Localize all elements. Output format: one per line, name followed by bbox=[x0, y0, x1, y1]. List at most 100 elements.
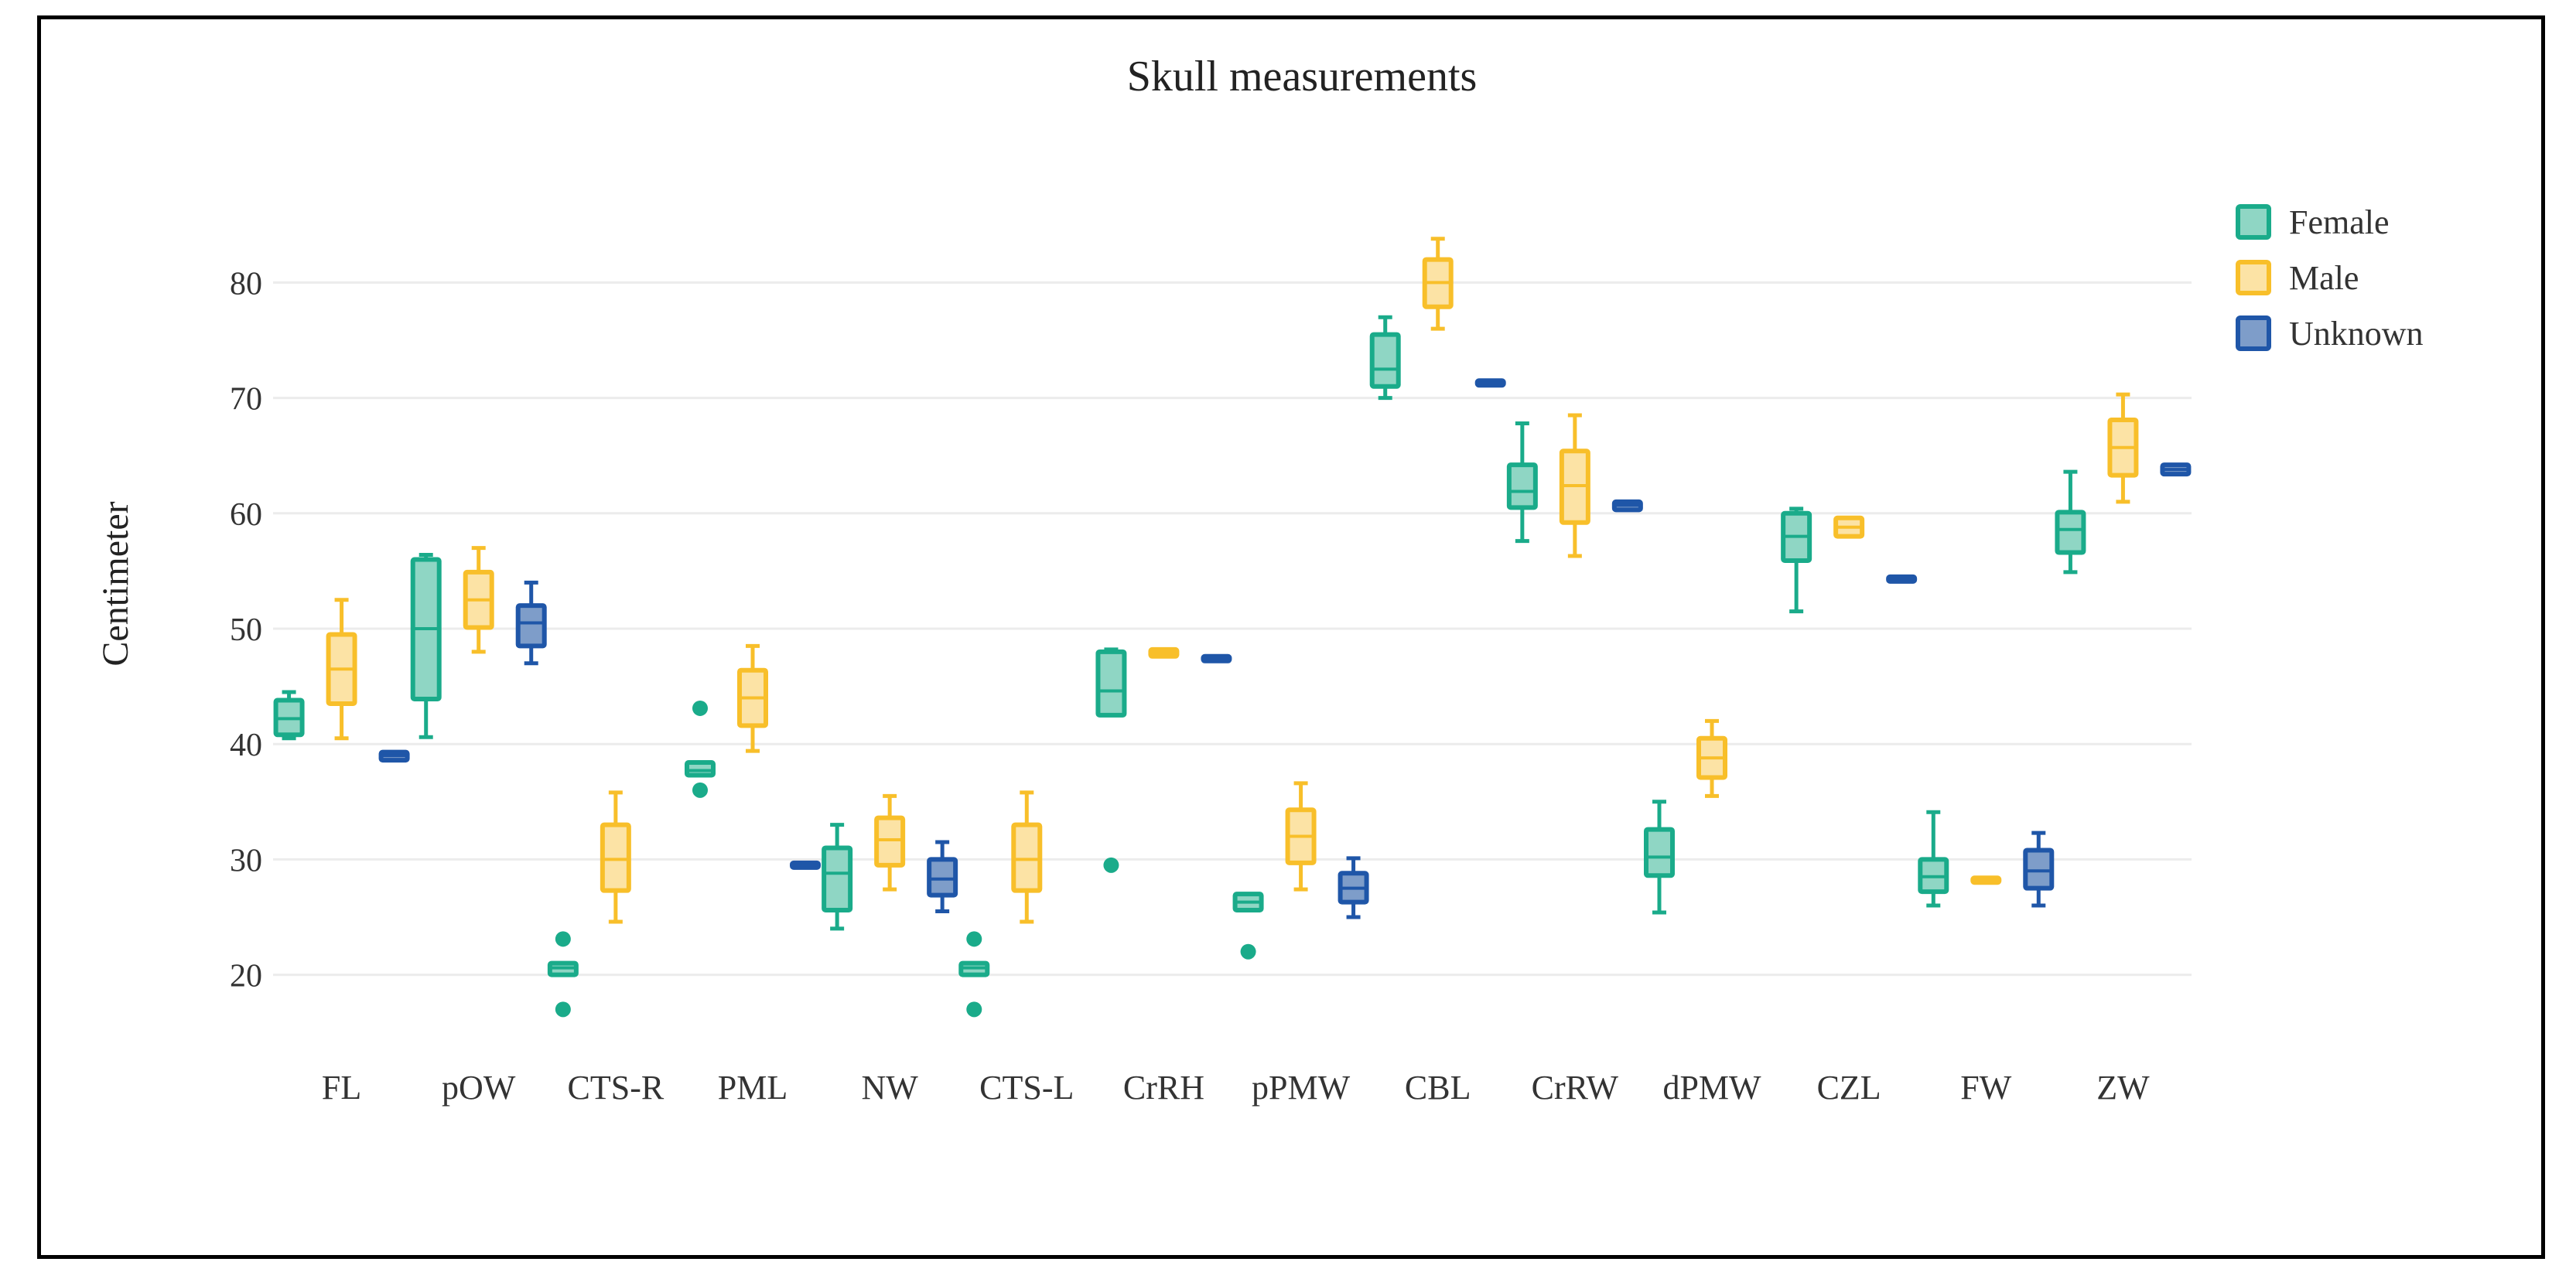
outlier-point[interactable] bbox=[555, 931, 571, 947]
outlier-point[interactable] bbox=[966, 1001, 982, 1018]
box-iqr bbox=[1369, 332, 1401, 389]
legend-item-female[interactable]: Female bbox=[2236, 203, 2390, 241]
x-tick-label: pOW bbox=[442, 1069, 516, 1107]
box-female-ZW[interactable] bbox=[2055, 469, 2086, 575]
y-tick-label: 20 bbox=[230, 959, 262, 994]
box-iqr bbox=[1011, 822, 1043, 893]
box-male-ZW[interactable] bbox=[2107, 392, 2139, 504]
box-iqr bbox=[1095, 649, 1127, 718]
box-unknown-CBL[interactable] bbox=[1474, 378, 1506, 388]
y-axis-ticks: 20 30 40 50 60 70 80 bbox=[230, 266, 262, 994]
legend-swatch bbox=[2236, 260, 2271, 295]
chart-title: Skull measurements bbox=[1127, 53, 1478, 101]
x-tick-label: FW bbox=[1960, 1069, 2011, 1107]
box-unknown-FW[interactable] bbox=[2023, 830, 2055, 908]
box-unknown-pPMW[interactable] bbox=[1338, 856, 1369, 919]
box-female-CTS-L[interactable] bbox=[958, 931, 990, 1018]
box-male-FL[interactable] bbox=[326, 598, 357, 741]
box-plot-chart: Skull measurements Centimeter 20 30 40 50 60… bbox=[95, 53, 2424, 1107]
box-iqr bbox=[2055, 510, 2086, 555]
box-female-CBL[interactable] bbox=[1369, 315, 1401, 401]
box-female-dPMW[interactable] bbox=[1644, 800, 1675, 915]
x-tick-label: CTS-L bbox=[979, 1069, 1074, 1107]
series-unknown bbox=[378, 378, 2192, 919]
box-iqr bbox=[822, 845, 853, 913]
box-female-NW[interactable] bbox=[822, 823, 853, 931]
legend[interactable]: Female Male Unknown bbox=[2236, 203, 2424, 353]
box-female-pOW[interactable] bbox=[410, 553, 442, 739]
y-axis-label: Centimeter bbox=[95, 501, 136, 666]
box-series bbox=[273, 237, 2192, 1018]
series-male bbox=[326, 237, 2139, 924]
x-tick-label: FL bbox=[322, 1069, 361, 1107]
gridlines bbox=[273, 281, 2192, 977]
outlier-point[interactable] bbox=[555, 1001, 571, 1018]
box-iqr bbox=[1506, 462, 1538, 510]
box-female-CrRH[interactable] bbox=[1095, 647, 1127, 873]
box-iqr bbox=[600, 822, 631, 893]
box-male-NW[interactable] bbox=[874, 793, 906, 892]
x-tick-label: ZW bbox=[2096, 1069, 2150, 1107]
outlier-point[interactable] bbox=[966, 931, 982, 947]
box-female-pPMW[interactable] bbox=[1232, 892, 1264, 960]
x-tick-label: CrRH bbox=[1123, 1069, 1204, 1107]
box-male-CBL[interactable] bbox=[1422, 237, 1454, 331]
box-iqr bbox=[874, 815, 906, 868]
legend-item-unknown[interactable]: Unknown bbox=[2236, 315, 2424, 353]
box-male-CTS-R[interactable] bbox=[600, 790, 631, 924]
x-tick-label: NW bbox=[861, 1069, 918, 1107]
y-tick-label: 60 bbox=[230, 497, 262, 533]
x-tick-label: CZL bbox=[1817, 1069, 1881, 1107]
series-female bbox=[273, 315, 2086, 1018]
legend-swatch bbox=[2236, 315, 2271, 351]
x-axis-ticks: FL pOW CTS-R PML NW CTS-L CrRH pPMW CBL CrRW dPMW C… bbox=[322, 1069, 2150, 1107]
box-female-CZL[interactable] bbox=[1781, 506, 1812, 614]
y-tick-label: 50 bbox=[230, 612, 262, 648]
box-male-pOW[interactable] bbox=[463, 546, 494, 654]
box-female-PML[interactable] bbox=[685, 700, 716, 798]
figure-frame: Skull measurements Centimeter 20 30 40 50 60… bbox=[37, 15, 2545, 1259]
box-male-FW[interactable] bbox=[1970, 875, 2002, 885]
x-tick-label: pPMW bbox=[1252, 1069, 1351, 1107]
box-female-FL[interactable] bbox=[273, 690, 305, 741]
box-iqr bbox=[515, 603, 547, 649]
box-female-CTS-R[interactable] bbox=[547, 931, 579, 1018]
box-unknown-NW[interactable] bbox=[927, 840, 958, 914]
outlier-point[interactable] bbox=[692, 700, 708, 716]
legend-label: Male bbox=[2289, 259, 2359, 297]
box-male-CZL[interactable] bbox=[1833, 515, 1865, 539]
box-unknown-FL[interactable] bbox=[378, 749, 410, 763]
box-unknown-pOW[interactable] bbox=[515, 580, 547, 666]
x-tick-label: CrRW bbox=[1532, 1069, 1619, 1107]
outlier-point[interactable] bbox=[1240, 943, 1256, 960]
box-unknown-ZW[interactable] bbox=[2160, 462, 2192, 477]
box-female-CrRW[interactable] bbox=[1506, 421, 1538, 544]
box-iqr bbox=[927, 857, 958, 898]
box-male-PML[interactable] bbox=[737, 643, 768, 753]
legend-item-male[interactable]: Male bbox=[2236, 259, 2359, 297]
y-tick-label: 40 bbox=[230, 728, 262, 763]
legend-swatch bbox=[2236, 204, 2271, 240]
box-iqr bbox=[1644, 827, 1675, 878]
outlier-point[interactable] bbox=[1103, 857, 1119, 873]
y-tick-label: 30 bbox=[230, 843, 262, 878]
box-unknown-CrRH[interactable] bbox=[1201, 653, 1232, 663]
box-unknown-CZL[interactable] bbox=[1886, 574, 1918, 584]
outlier-point[interactable] bbox=[692, 782, 708, 798]
y-tick-label: 80 bbox=[230, 266, 262, 302]
box-iqr bbox=[685, 760, 716, 778]
x-tick-label: CTS-R bbox=[568, 1069, 664, 1107]
legend-label: Unknown bbox=[2289, 315, 2424, 353]
box-male-CTS-L[interactable] bbox=[1011, 790, 1043, 924]
box-male-CrRH[interactable] bbox=[1148, 646, 1180, 659]
y-tick-label: 70 bbox=[230, 382, 262, 418]
box-male-pPMW[interactable] bbox=[1285, 781, 1317, 892]
box-male-CrRW[interactable] bbox=[1559, 413, 1590, 558]
box-male-dPMW[interactable] bbox=[1696, 718, 1727, 798]
x-tick-label: dPMW bbox=[1662, 1069, 1761, 1107]
x-tick-label: CBL bbox=[1405, 1069, 1471, 1107]
box-unknown-PML[interactable] bbox=[790, 860, 821, 870]
box-iqr bbox=[2023, 848, 2055, 891]
box-female-FW[interactable] bbox=[1918, 810, 1949, 908]
box-unknown-CrRW[interactable] bbox=[1611, 499, 1643, 513]
